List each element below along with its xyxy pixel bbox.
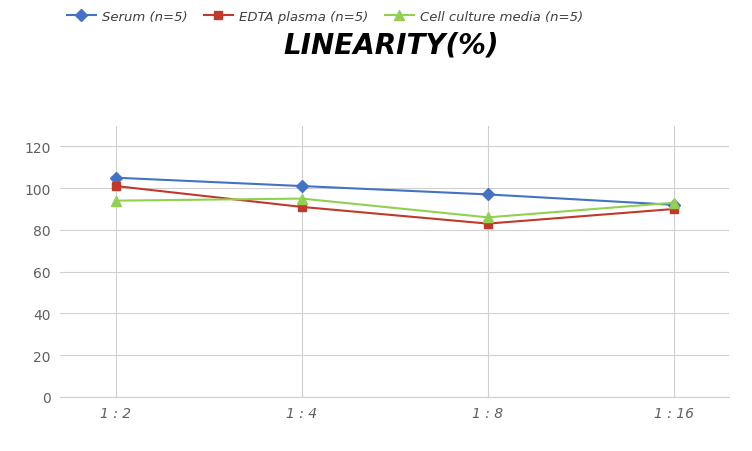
Legend: Serum (n=5), EDTA plasma (n=5), Cell culture media (n=5): Serum (n=5), EDTA plasma (n=5), Cell cul…	[67, 11, 584, 24]
Text: LINEARITY(%): LINEARITY(%)	[284, 32, 499, 60]
